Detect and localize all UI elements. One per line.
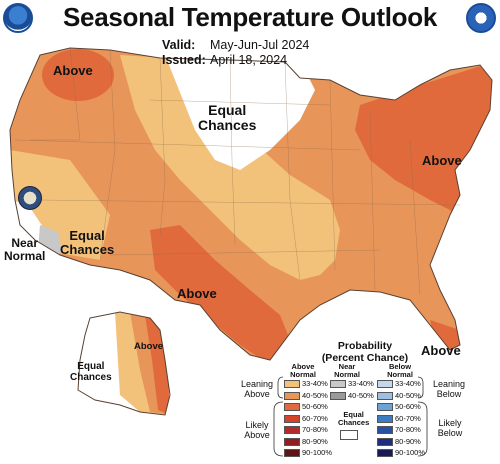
legend-above-swatch-label: 50-60%: [302, 402, 328, 411]
legend-below-swatch: [377, 449, 393, 457]
legend-below-swatch-label: 80-90%: [395, 436, 421, 446]
state-boundaries: [14, 47, 461, 296]
legend-below-swatch-label: 60-70%: [395, 413, 421, 423]
noaa-logo-icon: [3, 3, 33, 33]
legend-near-swatch: [330, 380, 346, 388]
legend-above-swatch: [284, 437, 300, 446]
legend-above-swatch-label: 60-70%: [302, 413, 328, 423]
legend-above-swatch: [284, 414, 300, 423]
legend-above-swatch-label: 40-50%: [302, 390, 328, 400]
page-title: Seasonal Temperature Outlook: [63, 2, 437, 32]
valid-line: Valid: May-Jun-Jul 2024: [162, 38, 309, 52]
label-near-normal: Near Normal: [4, 236, 46, 263]
legend-near-swatch-label: 40-50%: [348, 390, 374, 400]
label-above-northwest: Above: [53, 63, 93, 78]
legend-below-swatch: [377, 426, 393, 434]
legend-likely-above: Likely Above: [244, 420, 270, 440]
legend-below-header: Below Normal: [387, 362, 413, 379]
label-above-florida: Above: [421, 343, 461, 358]
legend-above-swatch-label: 70-80%: [302, 425, 328, 434]
valid-label: Valid:: [162, 38, 196, 52]
legend-below-swatch: [377, 403, 393, 411]
legend-above-swatch-label: 80-90%: [302, 436, 328, 446]
legend-title: Probability (Percent Chance): [321, 340, 409, 365]
issued-value: April 18, 2024: [210, 53, 288, 67]
legend-near-swatch-label: 33-40%: [348, 379, 374, 388]
legend-below-swatch: [377, 380, 393, 388]
legend-above-swatch: [284, 391, 300, 400]
legend-below-swatch-label: 50-60%: [395, 402, 421, 411]
label-above-northeast: Above: [422, 153, 462, 168]
legend-below-swatch: [377, 391, 393, 400]
legend-likely-below: Likely Below: [437, 418, 463, 438]
legend-near-header: Near Normal: [334, 362, 360, 379]
legend-below-swatch-label: 33-40%: [395, 379, 421, 388]
legend-near-swatch: [330, 391, 346, 400]
legend-above-swatch: [284, 403, 300, 411]
nws-logo-icon: [466, 3, 496, 33]
legend-above-swatch: [284, 426, 300, 434]
commerce-seal-icon: [18, 186, 42, 210]
legend-below-swatch-label: 70-80%: [395, 425, 421, 434]
legend-equal-chances: Equal Chances: [338, 410, 370, 427]
issued-label: Issued:: [162, 53, 206, 67]
legend-below-swatch-label: 90-100%: [395, 448, 426, 457]
legend-below-swatch: [377, 437, 393, 446]
label-equal-chances-alaska: Equal Chances: [70, 361, 112, 383]
legend-above-header: Above Normal: [290, 362, 316, 379]
legend-leaning-above: Leaning Above: [240, 379, 274, 399]
legend-above-swatch-label: 90-100%: [302, 448, 333, 457]
legend-above-swatch: [284, 449, 300, 457]
label-above-southwest: Above: [177, 286, 217, 301]
legend-below-swatch: [377, 414, 393, 423]
legend-leaning-below: Leaning Below: [432, 379, 466, 399]
label-equal-chances-west: Equal Chances: [60, 228, 115, 257]
legend-above-swatch-label: 33-40%: [302, 379, 328, 388]
label-above-alaska: Above: [134, 341, 164, 352]
valid-value: May-Jun-Jul 2024: [210, 38, 310, 52]
legend-above-swatch: [284, 380, 300, 388]
legend-below-swatch-label: 40-50%: [395, 390, 421, 400]
issued-line: Issued: April 18, 2024: [162, 53, 287, 67]
label-equal-chances-north: Equal Chances: [198, 102, 257, 133]
legend-equal-chances-swatch: [340, 430, 358, 440]
